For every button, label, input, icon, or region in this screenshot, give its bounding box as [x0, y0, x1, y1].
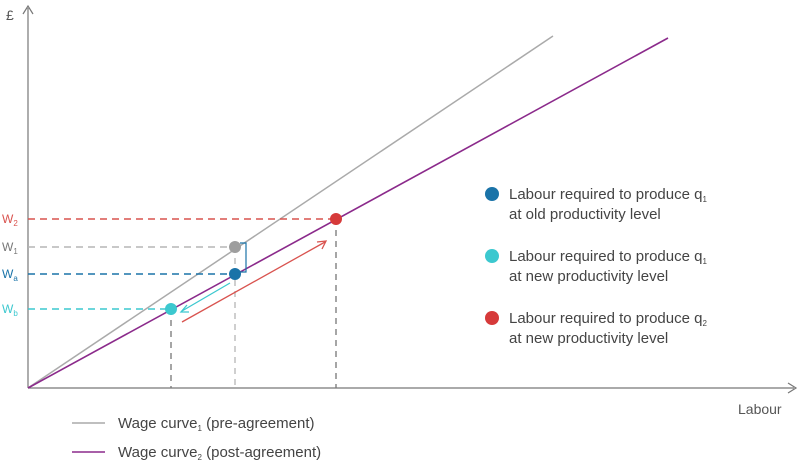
- grey-point: [229, 241, 241, 253]
- blue-point: [229, 268, 241, 280]
- legend-item-line1: Labour required to produce q2: [509, 310, 707, 328]
- legend-item-line1: Labour required to produce q1: [509, 248, 707, 266]
- x-axis-arrow: [787, 382, 798, 394]
- legend-item-new-productivity-q2: Labour required to produce q2 at new pro…: [485, 310, 707, 347]
- curve1-legend-label: Wage curve1 (pre-agreement): [118, 415, 314, 433]
- red-dot-icon: [485, 311, 499, 325]
- arrow-cyan-to-red-head: [316, 240, 328, 250]
- wb-label: Wb: [2, 302, 18, 318]
- curve2-legend-label: Wage curve2 (post-agreement): [118, 444, 321, 462]
- legend-item-line2: at new productivity level: [509, 268, 668, 285]
- wage-curve-1: [27, 35, 554, 389]
- w1-label: W1: [2, 240, 18, 256]
- dark-blue-dot-icon: [485, 187, 499, 201]
- arrow-blue-to-cyan: [181, 282, 231, 312]
- y-axis-label: £: [6, 7, 14, 23]
- curve-legend: Wage curve1 (pre-agreement) Wage curve2 …: [72, 415, 321, 462]
- arrow-cyan-to-red: [181, 241, 326, 323]
- legend-item-old-productivity: Labour required to produce q1 at old pro…: [485, 186, 707, 223]
- legend-item-line2: at new productivity level: [509, 330, 668, 347]
- w2-label: W2: [2, 212, 18, 228]
- wage-curve-2: [27, 37, 669, 389]
- cyan-point: [165, 303, 177, 315]
- wa-label: Wa: [2, 267, 18, 283]
- cyan-dot-icon: [485, 249, 499, 263]
- legend-item-new-productivity-q1: Labour required to produce q1 at new pro…: [485, 248, 707, 285]
- legend-item-line2: at old productivity level: [509, 206, 661, 223]
- drop-arrow-grey-to-blue: [240, 242, 247, 273]
- y-axis-arrow: [22, 4, 34, 15]
- arrow-blue-to-cyan-head: [179, 304, 189, 313]
- legend-item-line1: Labour required to produce q1: [509, 186, 707, 204]
- red-point: [330, 213, 342, 225]
- x-axis-label: Labour: [738, 401, 782, 417]
- point-legend: Labour required to produce q1 at old pro…: [485, 186, 707, 347]
